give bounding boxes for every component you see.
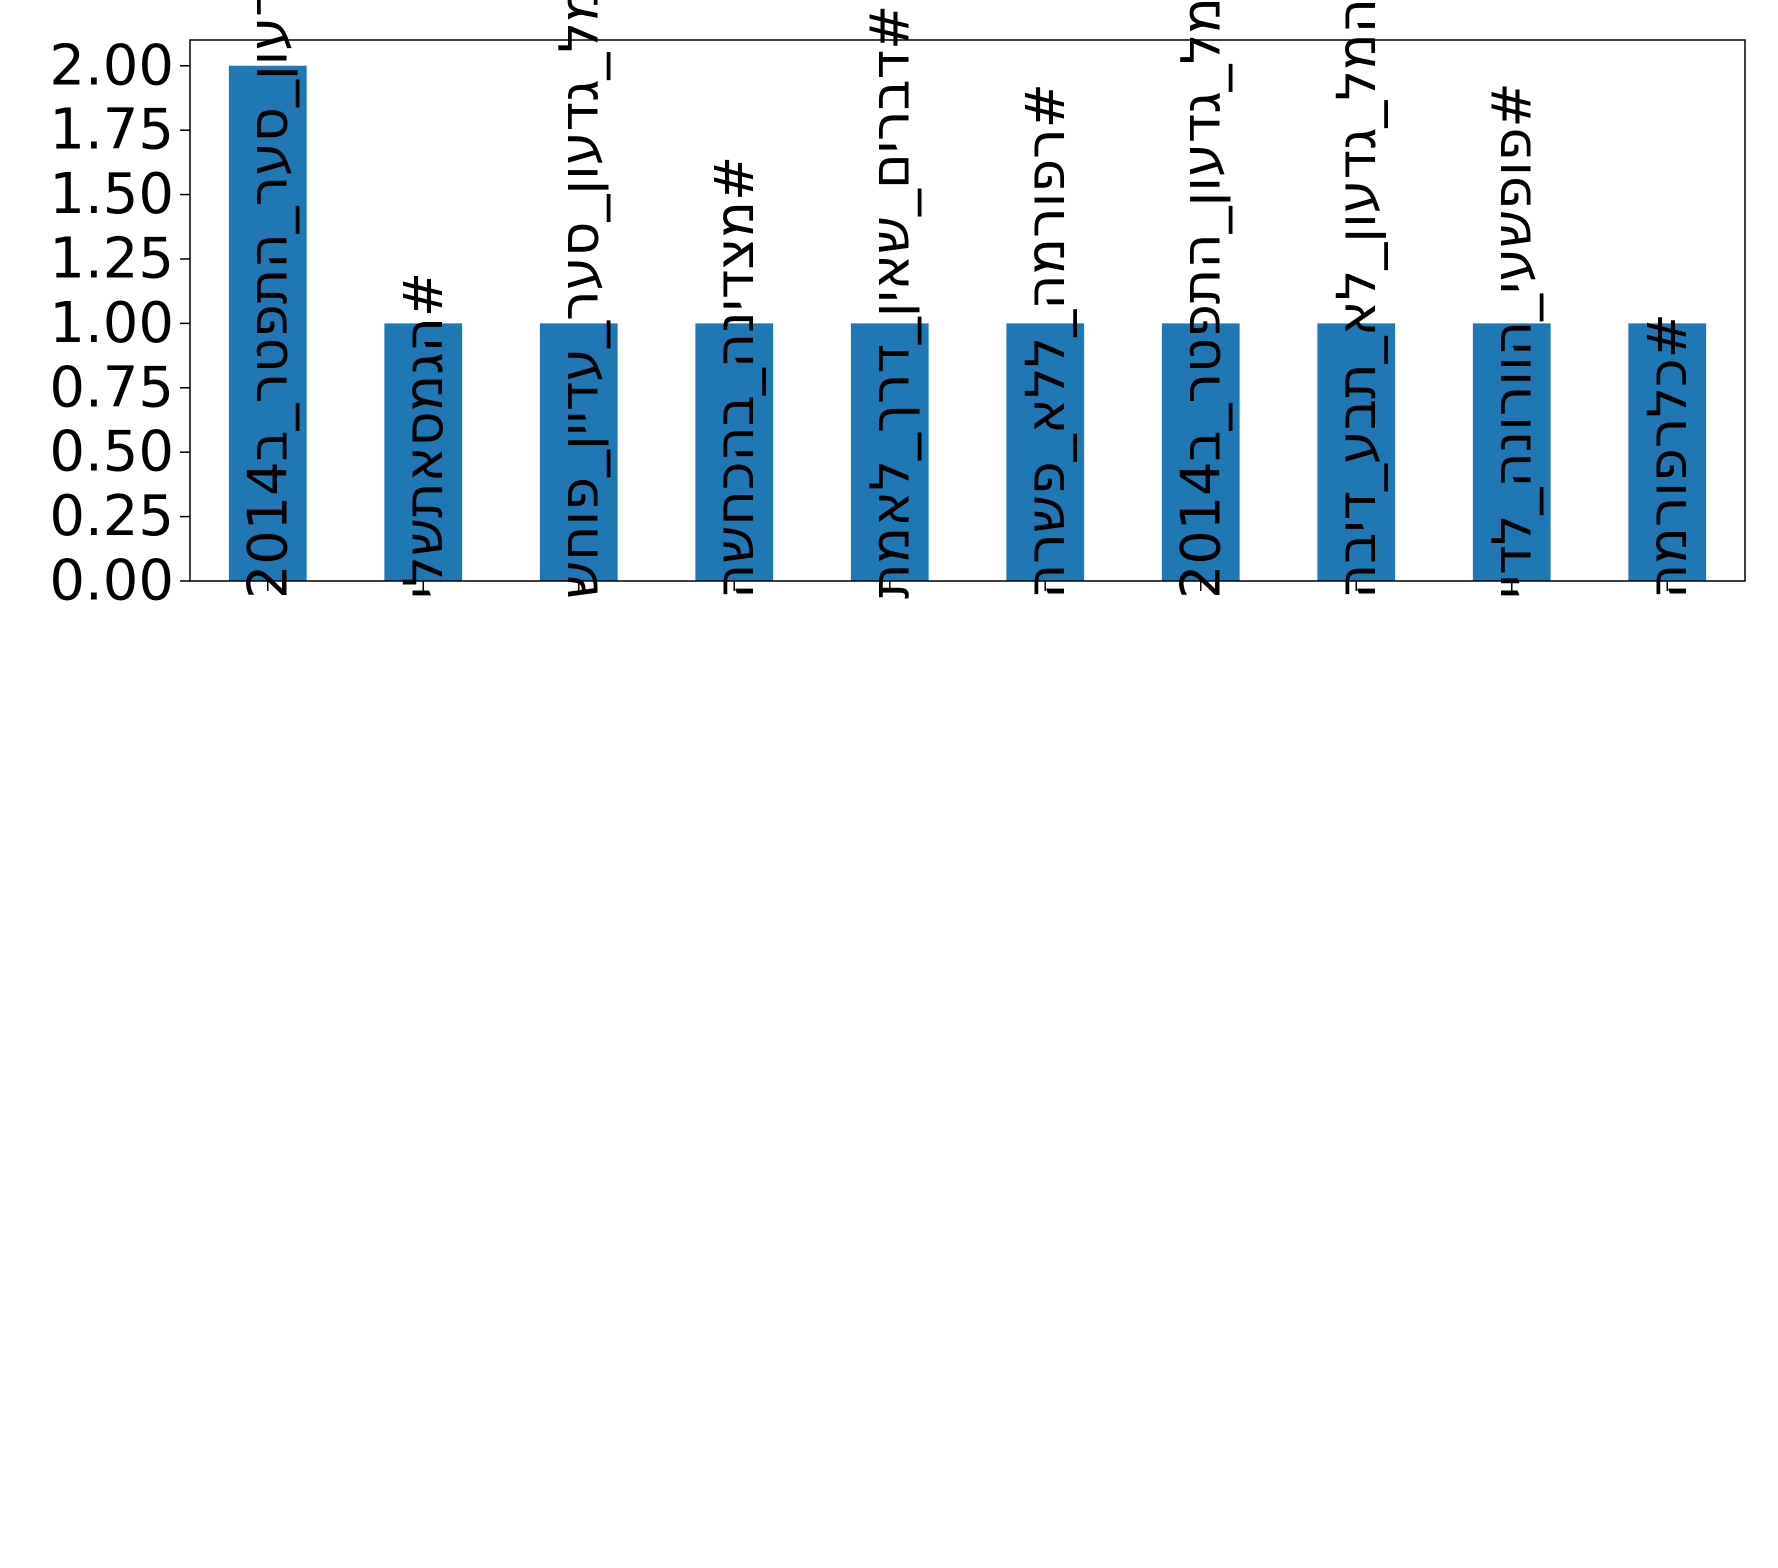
plot-frame	[189, 39, 1746, 582]
x-tick-label: #דברים_שאין_דרך_לאמת	[858, 5, 921, 599]
y-tick-label: 0.25	[49, 484, 174, 549]
y-tick-label: 2.00	[49, 33, 174, 98]
bar-5	[850, 323, 929, 581]
x-tick-label: #הגמסאתשלי	[392, 272, 455, 599]
y-tick-label: 1.50	[49, 162, 174, 227]
y-tick-label: 1.75	[49, 98, 174, 163]
y-tick-label: 0.75	[49, 355, 174, 420]
x-tick-label: #מצדינה_בהכחשה	[703, 156, 766, 599]
x-tick-label: #המל_גדעון_התפטר_ב2014	[1169, 0, 1232, 599]
y-tick-label: 0.00	[49, 549, 174, 614]
x-tick-label: #המל_גדעון_סער_התפטר_ב2014	[236, 0, 299, 599]
bar-7	[1161, 323, 1240, 581]
bar-9	[1472, 323, 1551, 581]
x-axis: #המל_גדעון_סער_התפטר_ב2014 #הגמסאתשלי #המל…	[236, 0, 1699, 599]
x-tick-label: #רפורמה_ללא_פשרה	[1014, 83, 1077, 599]
bar-2	[384, 323, 463, 581]
y-tick-label: 1.00	[49, 291, 174, 356]
bar-1	[228, 65, 307, 581]
x-tick-label: #המל_גדעון_סער_עדיין_פוחש	[547, 0, 610, 599]
y-tick-label: 0.50	[49, 420, 174, 485]
x-tick-label: #פופשעי_הוורונה_לדיי	[1480, 82, 1543, 599]
y-tick-label: 1.25	[49, 226, 174, 291]
y-axis: 0.000.250.500.751.001.251.501.752.00	[49, 33, 190, 614]
bars-layer	[228, 65, 1707, 581]
bar-6	[1006, 323, 1085, 581]
bar-10	[1628, 323, 1707, 581]
bar-8	[1317, 323, 1396, 581]
x-tick-label: #המל_גדעון_לא_תבע_דיבה	[1325, 0, 1388, 599]
x-tick-label: #כלרפורמה	[1636, 313, 1699, 599]
bar-3	[539, 323, 618, 581]
bar-4	[695, 323, 774, 581]
